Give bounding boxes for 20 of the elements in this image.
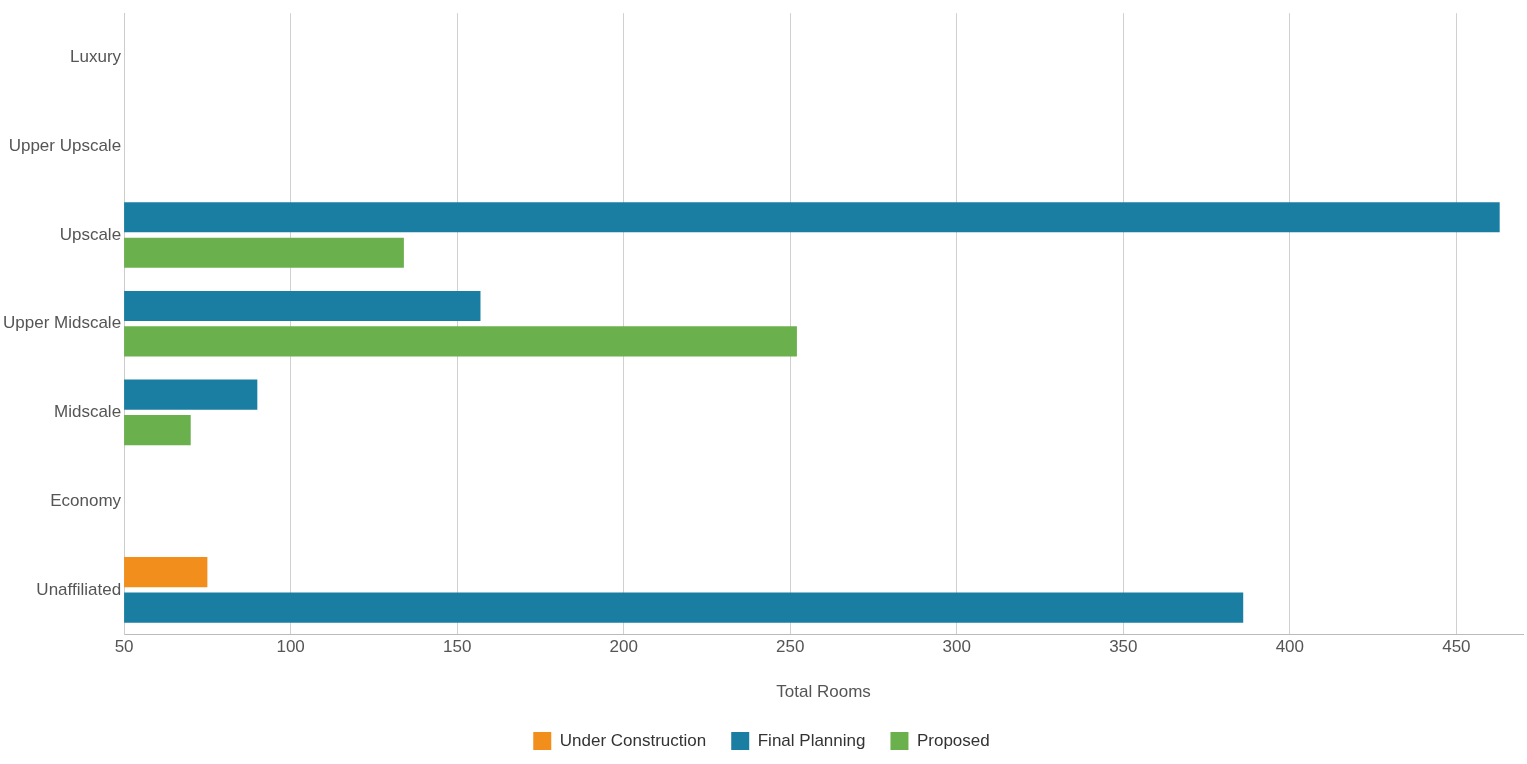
y-tick-label: Upscale xyxy=(59,224,122,244)
x-tick-label: 250 xyxy=(776,637,805,657)
y-tick-label: Upper Midscale xyxy=(2,313,122,333)
x-tick-label: 50 xyxy=(114,637,134,657)
x-tick-label: 100 xyxy=(276,637,305,657)
y-tick-label: Luxury xyxy=(70,47,122,67)
x-tick-label: 200 xyxy=(609,637,638,657)
legend-label: Final Planning xyxy=(757,730,866,750)
x-axis-title: Total Rooms xyxy=(776,682,871,702)
y-tick-label: Midscale xyxy=(54,402,122,422)
x-tick-label: 300 xyxy=(942,637,971,657)
x-tick-label: 150 xyxy=(442,637,472,657)
y-tick-label: Unaffiliated xyxy=(36,579,122,599)
x-tick-label: 350 xyxy=(1109,637,1138,657)
legend-label: Under Construction xyxy=(559,730,707,750)
legend-label: Proposed xyxy=(916,730,990,750)
y-tick-label: Economy xyxy=(50,490,122,510)
x-tick-label: 450 xyxy=(1442,637,1471,657)
y-tick-label: Upper Upscale xyxy=(8,135,122,155)
x-tick-label: 400 xyxy=(1275,637,1305,657)
